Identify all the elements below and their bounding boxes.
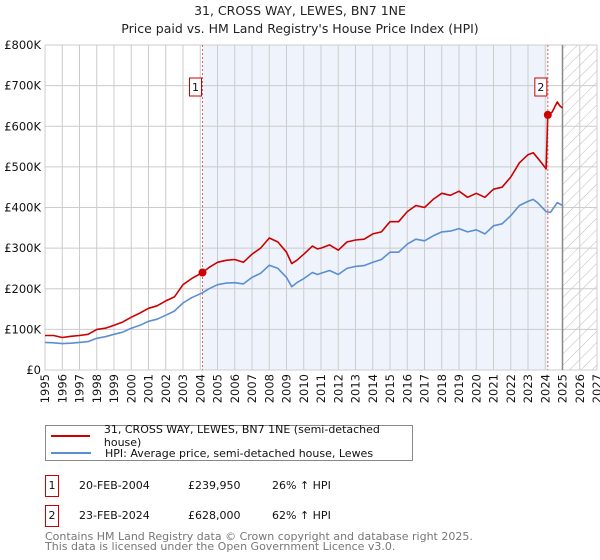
- x-tick-label: 2013: [349, 374, 363, 403]
- x-tick-label: 2008: [262, 374, 276, 403]
- x-tick-label: 2000: [124, 374, 138, 403]
- sale-label-box: [188, 77, 202, 97]
- y-tick-label: £0: [26, 363, 41, 377]
- x-tick-label: 2018: [435, 374, 449, 403]
- y-tick-label: £800K: [4, 38, 41, 52]
- sale-point-1: [198, 268, 207, 277]
- x-tick-label: 2002: [159, 374, 173, 403]
- legend-label: HPI: Average price, semi-detached house,…: [105, 446, 374, 460]
- x-tick-label: 2017: [418, 374, 432, 403]
- x-tick-label: 2009: [280, 374, 294, 403]
- x-tick-label: 2023: [521, 374, 535, 403]
- price-chart: 31, CROSS WAY, LEWES, BN7 1NE Price paid…: [4, 3, 600, 403]
- x-tick-label: 2020: [469, 374, 483, 403]
- legend-swatch-property: [51, 435, 90, 437]
- transaction-price: £239,950: [188, 479, 241, 492]
- y-tick-label: £600K: [4, 119, 41, 133]
- y-tick-label: £400K: [4, 201, 41, 215]
- x-tick-label: 2012: [331, 374, 345, 403]
- x-tick-label: 1999: [107, 374, 121, 403]
- x-tick-label: 2014: [366, 374, 380, 403]
- transaction-price: £628,000: [188, 509, 241, 522]
- y-tick-label: £700K: [4, 79, 41, 93]
- legend-label: 31, CROSS WAY, LEWES, BN7 1NE (semi-deta…: [103, 423, 380, 449]
- chart-subtitle: Price paid vs. HM Land Registry's House …: [121, 21, 478, 36]
- x-tick-label: 2019: [452, 374, 466, 403]
- x-tick-label: 2015: [383, 374, 397, 403]
- sale-label: 1: [192, 81, 199, 94]
- hpi-line: [44, 198, 563, 345]
- x-tick-label: 1998: [90, 374, 104, 403]
- x-tick-label: 1995: [38, 374, 52, 403]
- x-tick-label: 2016: [400, 374, 414, 403]
- x-tick-label: 2026: [573, 374, 587, 403]
- property-price-line: [45, 101, 564, 339]
- x-tick-label: 2006: [228, 374, 242, 403]
- x-tick-label: 1997: [73, 374, 87, 403]
- y-tick-label: £500K: [4, 160, 41, 174]
- x-tick-label: 2007: [245, 374, 259, 403]
- y-tick-label: £300K: [4, 241, 41, 255]
- legend-item-property: 31, CROSS WAY, LEWES, BN7 1NE (semi-deta…: [51, 423, 412, 449]
- transaction-marker: 1: [45, 475, 59, 497]
- transaction-marker: 2: [45, 505, 59, 527]
- transaction-hpi: 26% ↑ HPI: [272, 479, 331, 492]
- sale-label-box: [534, 77, 548, 97]
- x-tick-label: 2025: [556, 374, 570, 403]
- x-tick-label: 1996: [55, 374, 69, 403]
- x-tick-label: 2001: [142, 374, 156, 403]
- x-tick-label: 2004: [193, 374, 207, 403]
- transaction-date: 20-FEB-2004: [79, 479, 150, 492]
- y-tick-label: £100K: [4, 322, 41, 336]
- x-tick-label: 2003: [176, 374, 190, 403]
- x-tick-label: 2005: [211, 374, 225, 403]
- y-tick-label: £200K: [4, 282, 41, 296]
- sale-point-2: [543, 110, 552, 119]
- legend-item-hpi: HPI: Average price, semi-detached house,…: [51, 446, 373, 460]
- x-tick-label: 2011: [314, 374, 328, 403]
- transaction-date: 23-FEB-2024: [79, 509, 150, 522]
- x-tick-label: 2021: [487, 374, 501, 403]
- legend-swatch-hpi: [51, 452, 91, 454]
- x-tick-label: 2022: [504, 374, 518, 403]
- sale-label: 2: [537, 81, 544, 94]
- x-tick-label: 2027: [590, 374, 600, 403]
- footer-licence: This data is licensed under the Open Gov…: [45, 540, 396, 553]
- transaction-hpi: 62% ↑ HPI: [272, 509, 331, 522]
- footer-copyright: Contains HM Land Registry data © Crown c…: [45, 530, 473, 543]
- x-tick-label: 2010: [297, 374, 311, 403]
- chart-title: 31, CROSS WAY, LEWES, BN7 1NE: [194, 3, 406, 18]
- x-tick-label: 2024: [538, 374, 552, 403]
- chart-legend: 31, CROSS WAY, LEWES, BN7 1NE (semi-deta…: [45, 423, 413, 461]
